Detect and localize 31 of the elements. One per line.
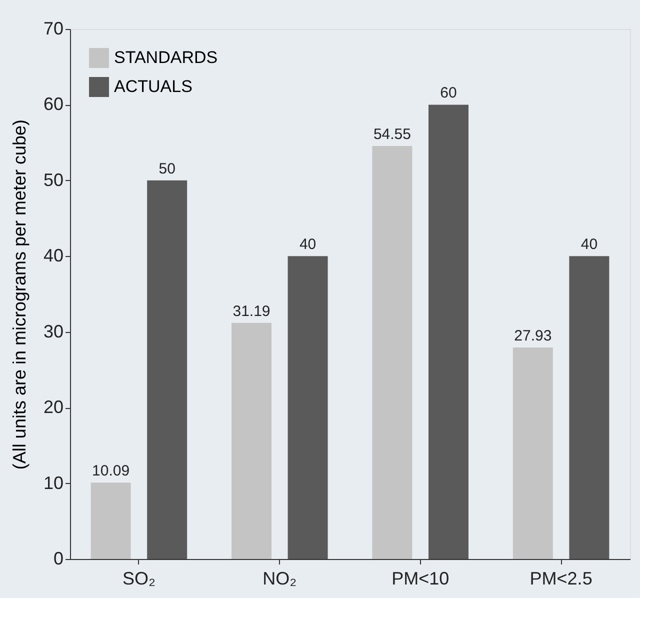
bar — [428, 104, 468, 559]
x-tick-label: PM<2.5 — [530, 568, 592, 588]
y-tick-label: 60 — [43, 94, 64, 114]
bar — [288, 256, 328, 559]
bar — [512, 348, 553, 559]
bar — [232, 322, 272, 559]
y-tick-label: 0 — [53, 548, 64, 568]
bar — [372, 146, 412, 559]
bar — [90, 482, 131, 559]
x-tick-label: PM<10 — [392, 568, 450, 588]
data-label: 27.93 — [514, 328, 552, 345]
data-label: 40 — [299, 236, 316, 254]
y-tick-label: 70 — [43, 18, 64, 38]
data-label: 40 — [580, 236, 598, 254]
y-tick-label: 50 — [43, 170, 64, 190]
data-label: 54.55 — [373, 126, 411, 143]
data-label: 60 — [440, 84, 457, 102]
legend-label: STANDARDS — [114, 48, 218, 67]
y-tick-label: 30 — [43, 321, 64, 342]
data-label: 31.19 — [232, 302, 270, 320]
bar — [147, 180, 188, 559]
x-tick-label: NO₂ — [262, 568, 297, 588]
y-tick-label: 40 — [43, 246, 64, 266]
y-tick-label: 20 — [43, 397, 64, 418]
x-tick-label: SO₂ — [122, 568, 156, 588]
y-tick-label: 10 — [43, 472, 64, 493]
data-label: 10.09 — [92, 462, 130, 480]
y-axis-title: (All units are in micrograms per meter cube) — [9, 119, 30, 470]
bar — [569, 256, 610, 559]
legend-label: ACTUALS — [114, 77, 192, 96]
data-label: 50 — [158, 160, 176, 178]
